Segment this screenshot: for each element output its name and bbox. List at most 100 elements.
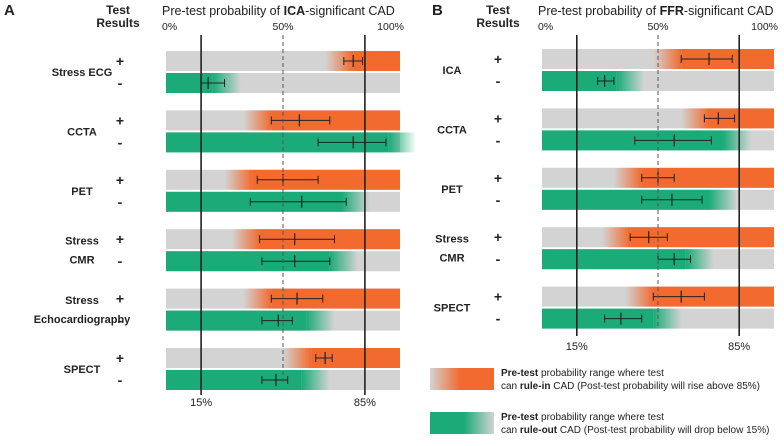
rule-out-bar (166, 251, 330, 272)
legend-text-line1: Pre-test probability range where test (501, 412, 664, 423)
positive-result-sign: + (116, 350, 124, 366)
rule-out-threshold-label: 15% (190, 397, 212, 409)
positive-result-sign: + (494, 51, 502, 67)
chart-title: Pre-test probability of FFR-significant … (538, 4, 774, 18)
chart-title: Pre-test probability of ICA-significant … (162, 4, 395, 18)
test-name-label: SPECT (434, 303, 471, 315)
test-name-label: Echocardiography (34, 314, 131, 326)
panel-letter: A (4, 2, 15, 19)
panel-letter: B (432, 2, 443, 19)
positive-result-sign: + (116, 291, 124, 307)
rule-in-bar (630, 227, 774, 248)
positive-result-sign: + (494, 289, 502, 305)
rule-out-bar (542, 308, 654, 329)
positive-result-sign: + (116, 53, 124, 69)
rule-in-fade (681, 108, 710, 129)
x-tick-label: 0% (162, 21, 177, 33)
rule-in-bar (641, 167, 774, 188)
positive-result-sign: + (116, 112, 124, 128)
rule-in-bar (271, 110, 400, 131)
test-name-label: ICA (443, 65, 462, 77)
x-tick-label: 50% (647, 21, 668, 33)
negative-result-sign: - (496, 73, 501, 89)
rule-in-fade (602, 227, 631, 248)
rule-out-fade (722, 130, 751, 151)
x-tick-label: 50% (272, 21, 293, 33)
rule-out-fade (306, 310, 335, 331)
rule-in-fade (243, 110, 272, 131)
rule-in-bar (271, 288, 400, 309)
rule-in-bar (311, 348, 400, 368)
rule-in-fade (625, 286, 654, 307)
legend-swatch-green (430, 412, 464, 434)
rule-out-fade (329, 251, 358, 272)
rule-out-fade (653, 308, 682, 329)
test-name-label: Stress (65, 236, 99, 248)
rule-in-fade (283, 348, 312, 368)
negative-result-sign: - (496, 192, 501, 208)
legend-swatch-fade (430, 368, 460, 390)
rule-out-fade (341, 191, 370, 212)
rule-out-fade (616, 71, 645, 91)
rule-in-fade (243, 288, 272, 309)
rule-in-bar (709, 108, 774, 129)
rule-out-bar (542, 71, 617, 91)
negative-result-sign: - (118, 372, 123, 388)
test-name-label: PET (71, 186, 93, 198)
rule-in-fade (653, 49, 682, 69)
test-name-label: SPECT (64, 364, 101, 376)
rule-in-bar (252, 169, 400, 190)
test-results-header: Test (486, 3, 510, 17)
rule-out-threshold-label: 15% (566, 341, 588, 353)
legend-swatch-fade (464, 412, 494, 434)
test-name-label: CCTA (67, 126, 97, 138)
rule-out-bar (542, 249, 686, 270)
rule-out-fade (685, 249, 714, 270)
rule-out-bar (166, 132, 389, 153)
rule-in-threshold-label: 85% (354, 397, 376, 409)
test-name-label: CMR (439, 253, 464, 265)
rule-in-fade (325, 51, 354, 71)
x-tick-label: 0% (538, 21, 553, 33)
rule-out-fade (212, 73, 241, 93)
positive-result-sign: + (494, 110, 502, 126)
rule-out-fade (301, 370, 330, 390)
rule-in-fade (224, 169, 253, 190)
rule-in-threshold-label: 85% (728, 341, 750, 353)
negative-result-sign: - (118, 313, 123, 329)
test-results-header: Results (476, 16, 520, 30)
negative-result-sign: - (496, 311, 501, 327)
test-results-header: Test (106, 3, 130, 17)
rule-out-fade (709, 189, 738, 210)
x-tick-label: 100% (377, 21, 404, 33)
negative-result-sign: - (118, 134, 123, 150)
test-name-label: Stress (435, 234, 469, 246)
test-name-label: Stress ECG (52, 67, 113, 79)
rule-in-bar (653, 286, 774, 307)
rule-in-fade (613, 167, 642, 188)
test-name-label: CMR (69, 255, 94, 267)
rule-out-bar (166, 370, 302, 390)
test-name-label: PET (441, 184, 463, 196)
legend-text-line2: can rule-in CAD (Post-test probability w… (501, 381, 760, 392)
positive-result-sign: + (494, 229, 502, 245)
positive-result-sign: + (494, 170, 502, 186)
positive-result-sign: + (116, 231, 124, 247)
test-name-label: Stress (65, 295, 99, 307)
negative-result-sign: - (496, 132, 501, 148)
legend-swatch-orange (460, 368, 494, 390)
legend-text-line2: can rule-out CAD (Post-test probability … (501, 425, 769, 436)
test-name-label: CCTA (437, 124, 467, 136)
rule-out-bar (542, 189, 710, 210)
negative-result-sign: - (118, 253, 123, 269)
negative-result-sign: - (496, 251, 501, 267)
rule-in-fade (231, 229, 260, 250)
positive-result-sign: + (116, 172, 124, 188)
rule-out-fade (388, 132, 417, 153)
negative-result-sign: - (118, 75, 123, 91)
x-tick-label: 100% (751, 21, 778, 33)
negative-result-sign: - (118, 194, 123, 210)
test-results-header: Results (96, 16, 140, 30)
